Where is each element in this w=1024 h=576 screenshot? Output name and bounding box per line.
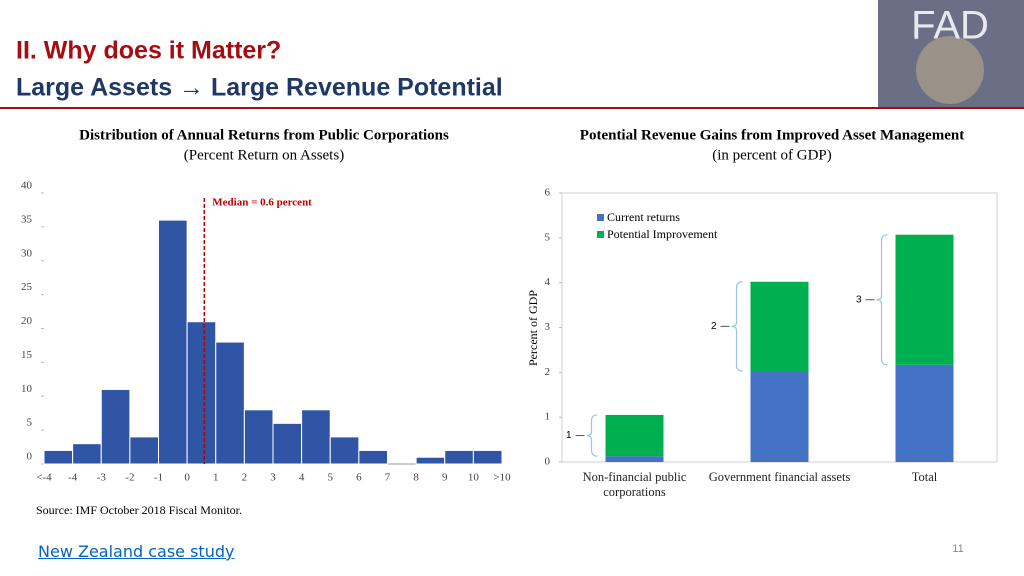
legend-label: Potential Improvement: [607, 227, 718, 241]
x-tick-label: 7: [385, 472, 391, 484]
x-tick-label: 10: [468, 472, 480, 484]
slide-subtitle: Large Assets → Large Revenue Potential: [16, 74, 503, 102]
x-tick-label: Government financial assets: [708, 470, 851, 484]
legend-swatch: [597, 214, 604, 221]
bar: [72, 443, 102, 465]
x-tick-label: <-4: [36, 472, 52, 484]
x-tick-label: 9: [442, 472, 448, 484]
bar: [472, 449, 503, 465]
chart-subtitle: (Percent Return on Assets): [184, 147, 344, 163]
bar: [444, 449, 474, 465]
bar: [243, 409, 274, 465]
bar: [301, 409, 331, 465]
legend-label: Current returns: [607, 210, 680, 224]
bracket-label: 1: [566, 430, 572, 441]
y-tick-label: 1: [545, 411, 551, 423]
bar: [329, 436, 360, 465]
bar-segment: [750, 281, 809, 371]
x-tick-label: 4: [299, 472, 305, 484]
x-tick-label: 3: [270, 472, 276, 484]
y-tick-label: 3: [545, 321, 551, 333]
bar: [186, 321, 217, 465]
bar: [129, 436, 159, 465]
case-study-link[interactable]: New Zealand case study: [38, 542, 235, 561]
chart-subtitle: (in percent of GDP): [712, 147, 832, 163]
y-tick-label: 5: [545, 231, 551, 243]
y-tick-label: 0: [545, 456, 551, 468]
bar: [415, 456, 446, 465]
bar: [158, 219, 188, 465]
bar-segment: [895, 234, 954, 365]
bar-segment: [895, 364, 954, 462]
bracket-label: 3: [856, 294, 862, 305]
x-tick-label: 2: [242, 472, 248, 484]
y-tick-label: 15: [21, 349, 33, 361]
x-tick-label: -4: [68, 472, 78, 484]
y-tick-label: 6: [545, 187, 551, 199]
bar: [100, 388, 131, 465]
y-tick-label: 0: [27, 451, 33, 463]
bracket: [586, 414, 598, 457]
x-tick-label: Total: [911, 470, 938, 484]
x-tick-label: 8: [413, 472, 419, 484]
page-number: 11: [952, 543, 963, 555]
y-tick-label: 25: [21, 281, 33, 293]
y-tick-label: 20: [21, 315, 33, 327]
x-tick-label: 6: [356, 472, 362, 484]
x-tick-label: 5: [328, 472, 334, 484]
bar-segment: [605, 414, 664, 457]
x-tick-label: -2: [125, 472, 134, 484]
legend-swatch: [597, 231, 604, 238]
bar: [272, 422, 303, 465]
logo-seal: [916, 36, 984, 104]
x-tick-label: 0: [184, 472, 190, 484]
y-tick-label: 2: [545, 366, 551, 378]
bracket: [876, 234, 888, 366]
y-tick-label: 10: [21, 383, 33, 395]
x-tick-label: -1: [154, 472, 163, 484]
y-tick-label: 30: [21, 247, 33, 259]
x-tick-label: >10: [493, 472, 511, 484]
slide-title: II. Why does it Matter?: [16, 37, 281, 65]
bar: [43, 449, 74, 465]
bar: [358, 449, 388, 465]
x-tick-label: Non-financial public corporations: [582, 470, 687, 499]
source: Source: IMF October 2018 Fiscal Monitor.: [36, 503, 242, 517]
bar-segment: [605, 456, 664, 462]
logo-text: FAD: [911, 4, 989, 48]
y-tick-label: 40: [21, 180, 33, 192]
x-tick-label: 1: [213, 472, 219, 484]
chart-title: Potential Revenue Gains from Improved As…: [580, 127, 964, 143]
y-tick-label: 4: [545, 276, 551, 288]
y-axis-label: Percent of GDP: [526, 290, 540, 366]
bracket: [731, 281, 743, 372]
chart-title: Distribution of Annual Returns from Publ…: [79, 127, 449, 143]
x-tick-label: -3: [97, 472, 107, 484]
y-tick-label: 5: [27, 417, 33, 429]
bar: [215, 341, 245, 465]
bar-segment: [750, 370, 809, 462]
bracket-label: 2: [711, 321, 717, 332]
y-tick-label: 35: [21, 213, 33, 225]
median-label: Median = 0.6 percent: [212, 197, 312, 209]
